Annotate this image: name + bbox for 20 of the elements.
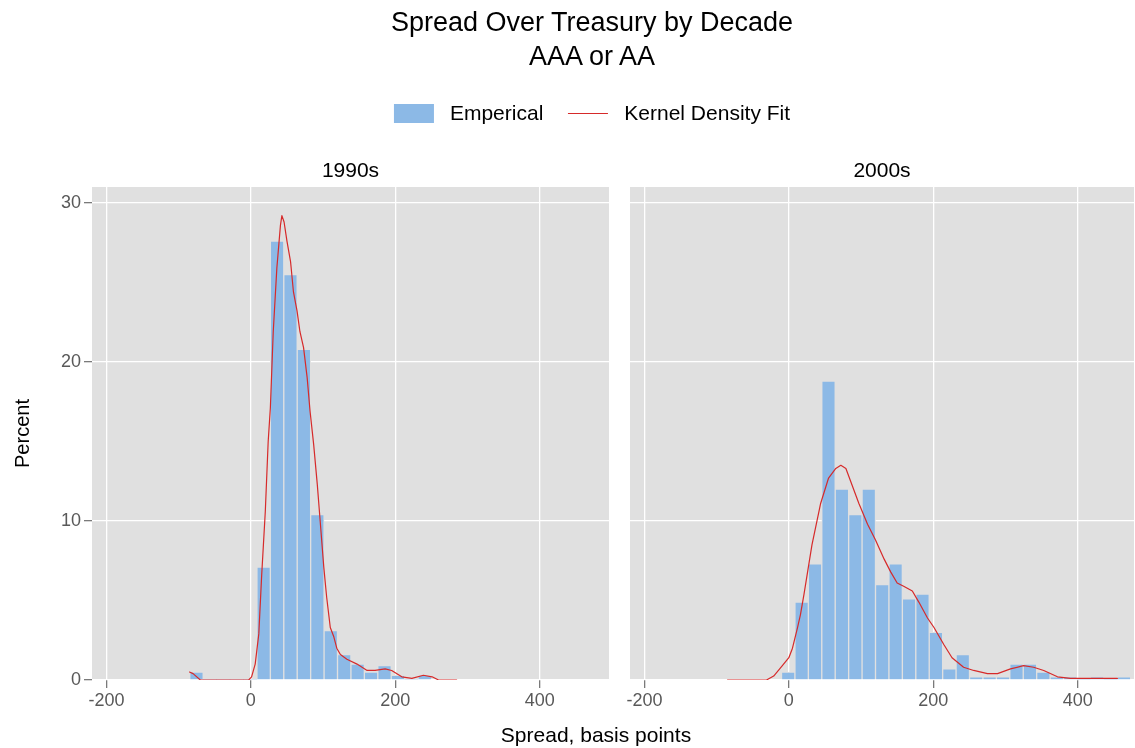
- chart-title: Spread Over Treasury by Decade: [390, 6, 794, 39]
- y-tick-label: 10: [60, 509, 81, 530]
- y-tick-label: 0: [70, 668, 81, 689]
- legend-label: Kernel Density Fit: [624, 101, 791, 125]
- y-axis-title: Percent: [10, 398, 33, 468]
- x-tick-label: -200: [626, 689, 663, 710]
- x-axis-title: Spread, basis points: [500, 722, 692, 748]
- text: 1990s: [320, 157, 381, 183]
- text: 2000s: [852, 157, 912, 183]
- y-tick-label: 30: [60, 191, 81, 212]
- x-tick-label: 200: [918, 689, 949, 710]
- x-tick-label: 200: [380, 689, 411, 710]
- x-tick-label: -200: [88, 689, 125, 710]
- x-tick-label: 400: [1062, 689, 1093, 710]
- legend-label: Emperical: [449, 101, 544, 125]
- x-tick-label: 0: [245, 689, 256, 710]
- chart-subtitle: AAA or AA: [528, 40, 656, 73]
- x-tick-label: 400: [524, 689, 555, 710]
- x-tick-label: 0: [783, 689, 794, 710]
- y-tick-label: 20: [60, 350, 81, 371]
